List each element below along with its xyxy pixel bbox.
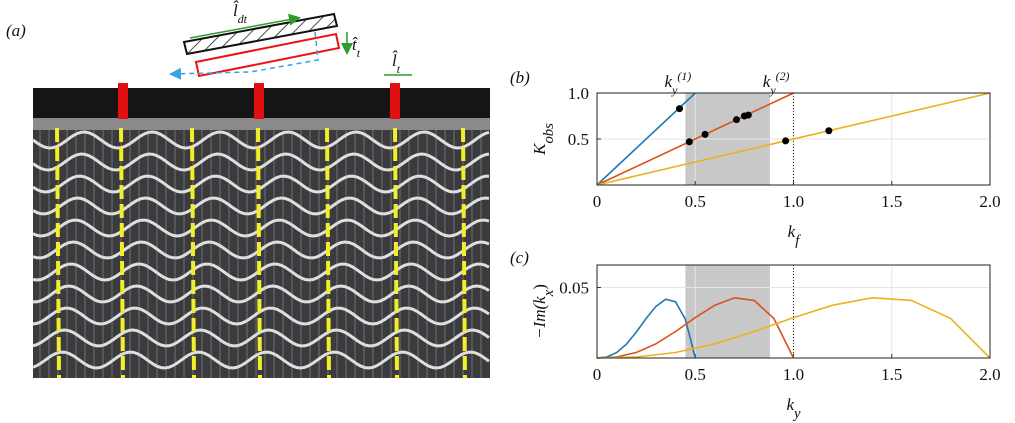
x-tick-label: 1.0 [783, 192, 804, 211]
panel-label: (b) [510, 68, 530, 87]
hatched-plate [184, 14, 337, 54]
label-part: (2) [776, 69, 790, 83]
thickness-label: t̂t [352, 35, 361, 60]
x-axis-label: kf [788, 222, 802, 249]
label-part: y [671, 83, 678, 97]
label-part: dt [238, 12, 248, 26]
figure: (a) l̂dt t̂t l̂t 0 0.5 1.0 1.5 2.0 0.5 1.0 (b) Kobs k… [0, 0, 1015, 423]
label-part: obs [541, 123, 557, 144]
shaded-band [685, 265, 769, 358]
x-tick-label: 0 [593, 192, 602, 211]
photo [33, 83, 490, 378]
data-point [676, 105, 683, 112]
label-part: y [792, 406, 801, 422]
data-point [782, 137, 789, 144]
y-tick-label: 0.5 [568, 130, 589, 149]
x-tick-label: 2.0 [979, 365, 1000, 384]
panel-label: (a) [6, 21, 26, 40]
width-label: l̂t [392, 51, 401, 76]
red-block [254, 83, 264, 119]
red-block [118, 83, 128, 119]
label-part: y [769, 83, 776, 97]
x-tick-label: 0.5 [685, 192, 706, 211]
length-label: l̂dt [233, 1, 248, 26]
x-tick-label: 1.5 [881, 365, 902, 384]
data-point [825, 127, 832, 134]
data-point [702, 131, 709, 138]
data-point [733, 116, 740, 123]
label-part: t [397, 62, 401, 76]
data-point [686, 138, 693, 145]
label-part: (1) [677, 69, 691, 83]
x-tick-label: 0 [593, 365, 602, 384]
schematic [172, 14, 412, 76]
x-axis-label: ky [786, 395, 801, 422]
data-point [745, 112, 752, 119]
y-axis-label: Kobs [530, 123, 557, 156]
photo-strip [33, 118, 490, 130]
label-part: f [795, 233, 801, 249]
panel-label: (c) [510, 248, 529, 267]
x-tick-label: 0.5 [685, 365, 706, 384]
y-tick-label: 1.0 [568, 84, 589, 103]
y-tick-label: 0.05 [559, 279, 589, 298]
x-tick-label: 2.0 [979, 192, 1000, 211]
red-block [390, 83, 400, 119]
label-part: ) [530, 284, 549, 290]
label-part: −Im(k [530, 296, 549, 339]
y-axis-label: −Im(kx) [530, 284, 557, 339]
x-tick-label: 1.0 [783, 365, 804, 384]
label-part: t [357, 46, 361, 60]
x-tick-label: 1.5 [881, 192, 902, 211]
